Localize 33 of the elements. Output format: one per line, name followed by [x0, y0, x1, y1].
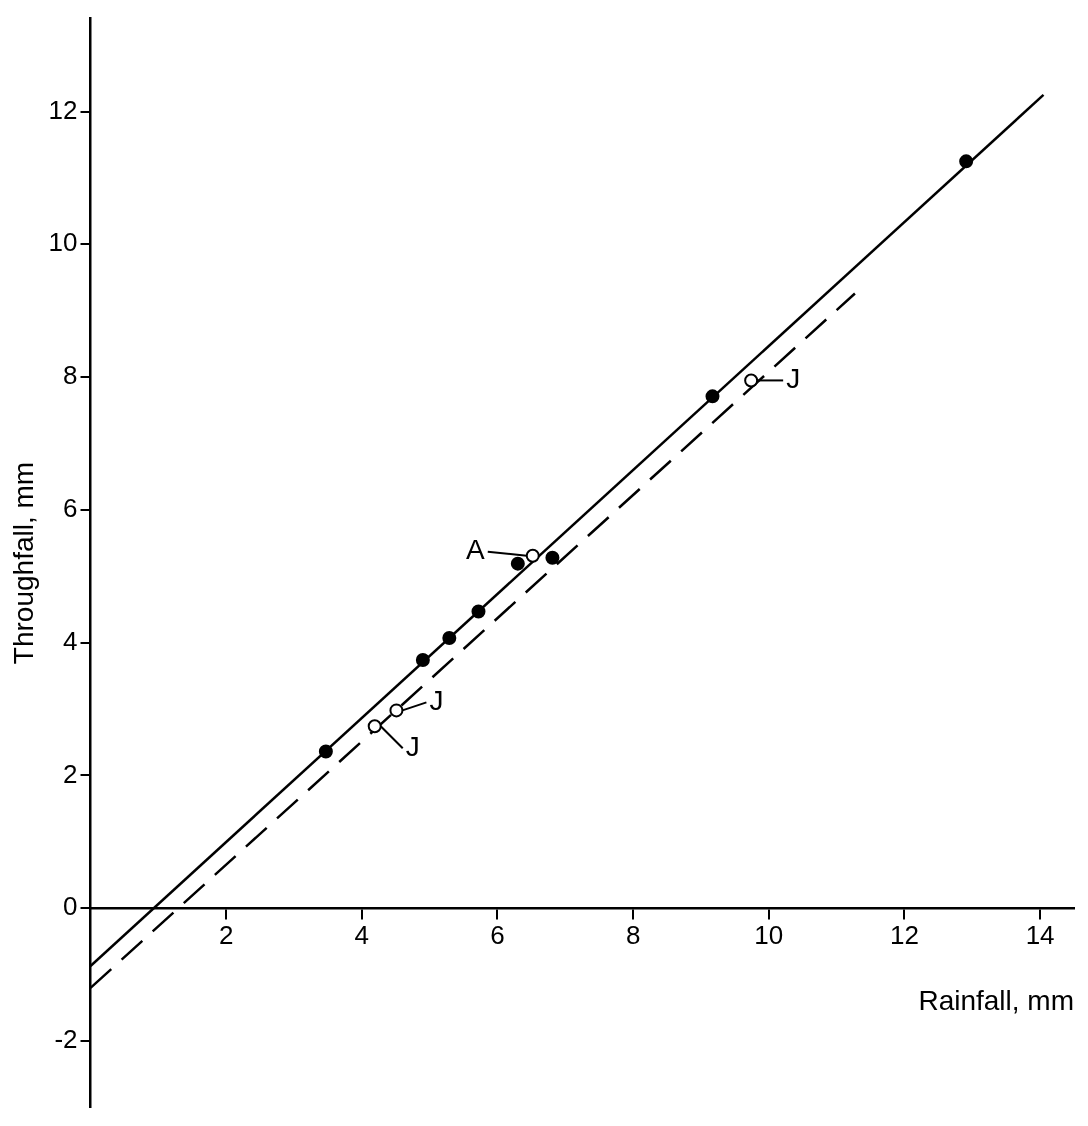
x-tick-label: 2: [218, 920, 234, 950]
x-tick-label: 10: [754, 920, 784, 950]
point: [744, 373, 759, 388]
annotation: J: [429, 685, 444, 717]
point: [471, 604, 486, 619]
point: [545, 550, 560, 565]
y-axis-title: Throughfall, mm: [7, 461, 39, 665]
x-tick-label: 4: [354, 920, 370, 950]
y-tick-label: 12: [48, 94, 78, 125]
point: [705, 389, 720, 404]
annotation: J: [786, 363, 801, 395]
x-tick-label: 6: [490, 920, 505, 950]
y-tick-label: 2: [63, 758, 78, 789]
y-tick-label: 10: [48, 227, 78, 258]
y-tick-label: 6: [63, 493, 78, 524]
x-tick-label: 14: [1025, 920, 1055, 950]
y-tick-label: 4: [63, 625, 78, 656]
y-tick-label: 0: [63, 891, 78, 922]
point: [415, 652, 430, 667]
annotation: A: [466, 534, 486, 566]
point: [389, 703, 404, 718]
x-tick-label: 8: [625, 920, 641, 950]
point: [525, 548, 540, 563]
point: [367, 719, 382, 734]
point: [510, 556, 525, 571]
point: [318, 744, 333, 759]
y-tick-label: -2: [54, 1024, 78, 1055]
x-axis-title: Rainfall, mm: [918, 984, 1074, 1016]
point: [959, 154, 974, 169]
annotation: J: [405, 731, 420, 763]
x-tick-label: 12: [889, 920, 919, 950]
y-tick-label: 8: [63, 360, 78, 391]
point: [442, 631, 457, 646]
